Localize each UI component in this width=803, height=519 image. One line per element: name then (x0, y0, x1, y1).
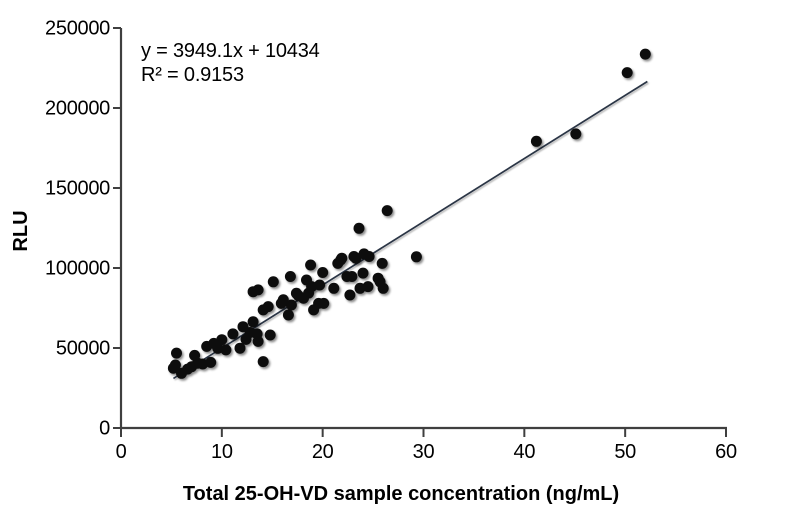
data-point (410, 251, 422, 263)
x-tick-label: 0 (116, 441, 127, 463)
data-point (350, 252, 362, 264)
data-point (639, 48, 651, 60)
data-point (314, 279, 326, 291)
data-point (353, 222, 365, 234)
y-tick-label: 50000 (56, 338, 110, 360)
data-point (171, 347, 182, 359)
data-point (262, 301, 274, 313)
data-point (247, 316, 259, 328)
x-tick-label: 60 (715, 441, 737, 463)
data-point (285, 299, 297, 311)
data-point (346, 271, 358, 282)
data-point (363, 251, 375, 262)
data-point (284, 271, 296, 282)
data-point (305, 259, 317, 271)
equation-label: y = 3949.1x + 10434 (141, 40, 320, 62)
r-squared-label: R² = 0.9153 (141, 64, 244, 86)
x-axis-ticks: 0 10 20 30 40 50 60 (116, 428, 737, 463)
data-point (377, 282, 389, 294)
data-point (234, 342, 246, 354)
data-point (336, 252, 348, 264)
data-point (570, 128, 582, 140)
data-point (376, 257, 388, 269)
y-tick-label: 150000 (45, 178, 110, 200)
x-tick-label: 10 (211, 441, 233, 463)
data-point (381, 205, 393, 217)
x-axis-title: Total 25-OH-VD sample concentration (ng/… (183, 483, 619, 505)
y-axis-title: RLU (10, 210, 32, 251)
data-point (169, 359, 181, 371)
data-point (252, 284, 264, 296)
data-point (216, 334, 228, 346)
x-tick-label: 20 (312, 441, 334, 463)
data-point (317, 267, 329, 278)
data-point (344, 289, 356, 301)
data-point (220, 344, 232, 356)
data-point (264, 329, 276, 341)
x-tick-label: 30 (413, 441, 435, 463)
x-tick-label: 50 (614, 441, 636, 463)
data-point (328, 282, 340, 294)
data-point (227, 328, 239, 340)
data-point (282, 309, 294, 321)
data-point (362, 281, 374, 293)
y-tick-label: 100000 (45, 258, 110, 280)
data-point (257, 356, 269, 368)
data-point (205, 356, 217, 368)
data-point (277, 294, 289, 306)
y-tick-label: 0 (99, 418, 110, 440)
x-tick-label: 40 (514, 441, 536, 463)
data-point (530, 135, 542, 147)
trendline (172, 80, 648, 380)
data-point (318, 297, 330, 309)
data-points (167, 48, 651, 379)
data-point (621, 67, 633, 79)
data-point (357, 267, 369, 279)
y-axis-ticks: 0 50000 100000 150000 200000 250000 (45, 18, 121, 440)
y-tick-label: 250000 (45, 18, 110, 40)
data-point (252, 335, 264, 347)
data-point (267, 276, 279, 288)
y-tick-label: 200000 (45, 98, 110, 120)
